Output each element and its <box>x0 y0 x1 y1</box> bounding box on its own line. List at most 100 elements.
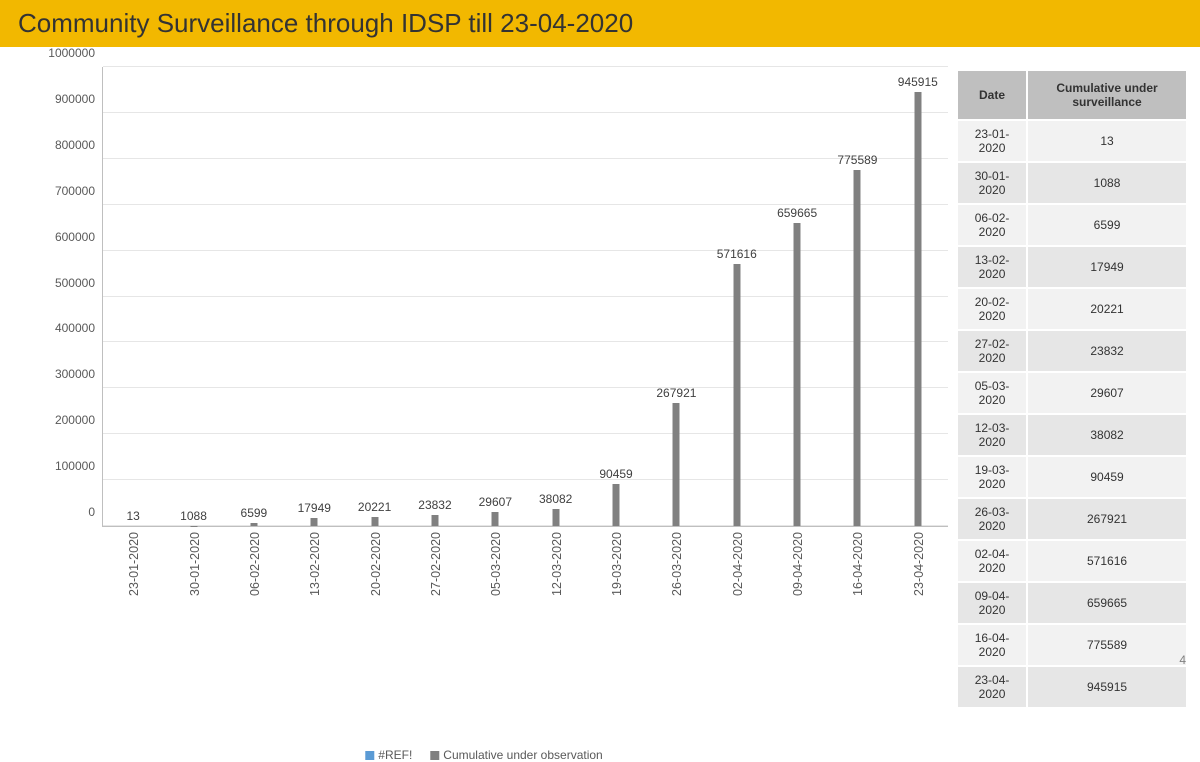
bar: 90459 <box>613 484 620 526</box>
y-tick-label: 100000 <box>55 459 103 473</box>
bar-value-label: 571616 <box>717 247 757 264</box>
x-tick-label: 09-04-2020 <box>791 526 805 596</box>
table-cell: 571616 <box>1027 540 1187 582</box>
bar: 29607 <box>492 512 499 526</box>
y-tick-label: 400000 <box>55 321 103 335</box>
bar-value-label: 23832 <box>418 498 451 515</box>
gridline <box>103 158 948 159</box>
table-row: 26-03-2020267921 <box>957 498 1187 540</box>
legend-swatch <box>365 751 374 760</box>
table-row: 20-02-202020221 <box>957 288 1187 330</box>
bar-value-label: 17949 <box>298 501 331 518</box>
x-tick-label: 16-04-2020 <box>851 526 865 596</box>
table-cell: 02-04-2020 <box>957 540 1027 582</box>
chart-legend: #REF! Cumulative under observation <box>365 748 602 762</box>
x-tick-label: 20-02-2020 <box>369 526 383 596</box>
table-cell: 23-01-2020 <box>957 120 1027 162</box>
table-cell: 659665 <box>1027 582 1187 624</box>
gridline <box>103 66 948 67</box>
table-cell: 26-03-2020 <box>957 498 1027 540</box>
table-header: Cumulative under surveillance <box>1027 70 1187 120</box>
bar-value-label: 13 <box>126 509 139 526</box>
slide-title: Community Surveillance through IDSP till… <box>0 0 1200 47</box>
y-tick-label: 500000 <box>55 276 103 290</box>
table-cell: 90459 <box>1027 456 1187 498</box>
x-tick-label: 23-01-2020 <box>127 526 141 596</box>
gridline <box>103 387 948 388</box>
table-row: 09-04-2020659665 <box>957 582 1187 624</box>
table-cell: 27-02-2020 <box>957 330 1027 372</box>
x-tick-label: 26-03-2020 <box>670 526 684 596</box>
bar-value-label: 29607 <box>479 495 512 512</box>
table-header: Date <box>957 70 1027 120</box>
x-tick-label: 02-04-2020 <box>731 526 745 596</box>
table-row: 06-02-20206599 <box>957 204 1187 246</box>
bar-value-label: 90459 <box>599 467 632 484</box>
table-row: 05-03-202029607 <box>957 372 1187 414</box>
bar-value-label: 659665 <box>777 206 817 223</box>
x-tick-label: 13-02-2020 <box>308 526 322 596</box>
table-cell: 17949 <box>1027 246 1187 288</box>
bar-value-label: 20221 <box>358 500 391 517</box>
bar: 38082 <box>552 509 559 526</box>
table-cell: 16-04-2020 <box>957 624 1027 666</box>
table-cell: 945915 <box>1027 666 1187 708</box>
table-cell: 19-03-2020 <box>957 456 1027 498</box>
gridline <box>103 479 948 480</box>
table-cell: 30-01-2020 <box>957 162 1027 204</box>
table-cell: 267921 <box>1027 498 1187 540</box>
x-tick-label: 19-03-2020 <box>610 526 624 596</box>
table-cell: 20-02-2020 <box>957 288 1027 330</box>
gridline <box>103 341 948 342</box>
x-tick-label: 23-04-2020 <box>912 526 926 596</box>
table-row: 23-04-2020945915 <box>957 666 1187 708</box>
table-cell: 775589 <box>1027 624 1187 666</box>
bar: 267921 <box>673 403 680 526</box>
table-cell: 13-02-2020 <box>957 246 1027 288</box>
bar: 23832 <box>431 515 438 526</box>
gridline <box>103 525 948 526</box>
table-cell: 05-03-2020 <box>957 372 1027 414</box>
table-cell: 06-02-2020 <box>957 204 1027 246</box>
chart-area: 0100000200000300000400000500000600000700… <box>12 67 956 647</box>
bar: 17949 <box>311 518 318 526</box>
table-cell: 1088 <box>1027 162 1187 204</box>
bar: 775589 <box>854 170 861 526</box>
table-row: 30-01-20201088 <box>957 162 1187 204</box>
y-tick-label: 700000 <box>55 184 103 198</box>
table-row: 23-01-202013 <box>957 120 1187 162</box>
table-row: 13-02-202017949 <box>957 246 1187 288</box>
bar-value-label: 945915 <box>898 75 938 92</box>
table-cell: 23832 <box>1027 330 1187 372</box>
table-row: 19-03-202090459 <box>957 456 1187 498</box>
table-cell: 29607 <box>1027 372 1187 414</box>
gridline <box>103 433 948 434</box>
bar-value-label: 6599 <box>241 506 268 523</box>
y-tick-label: 300000 <box>55 367 103 381</box>
x-tick-label: 12-03-2020 <box>550 526 564 596</box>
bar-value-label: 38082 <box>539 492 572 509</box>
table-row: 12-03-202038082 <box>957 414 1187 456</box>
table-cell: 09-04-2020 <box>957 582 1027 624</box>
y-tick-label: 200000 <box>55 413 103 427</box>
bar: 659665 <box>794 223 801 526</box>
bar-value-label: 1088 <box>180 509 207 526</box>
gridline <box>103 296 948 297</box>
y-tick-label: 800000 <box>55 138 103 152</box>
bar: 945915 <box>914 92 921 526</box>
legend-item: #REF! <box>365 748 412 762</box>
gridline <box>103 112 948 113</box>
bar: 20221 <box>371 517 378 526</box>
data-table: DateCumulative under surveillance23-01-2… <box>956 69 1188 709</box>
x-tick-label: 06-02-2020 <box>248 526 262 596</box>
table-row: 16-04-2020775589 <box>957 624 1187 666</box>
table-cell: 23-04-2020 <box>957 666 1027 708</box>
y-tick-label: 1000000 <box>48 46 103 60</box>
slide-number: 4 <box>1179 653 1186 667</box>
y-tick-label: 900000 <box>55 92 103 106</box>
legend-item: Cumulative under observation <box>430 748 602 762</box>
table-cell: 38082 <box>1027 414 1187 456</box>
slide-content: 0100000200000300000400000500000600000700… <box>0 47 1200 647</box>
table-cell: 6599 <box>1027 204 1187 246</box>
x-tick-label: 05-03-2020 <box>489 526 503 596</box>
